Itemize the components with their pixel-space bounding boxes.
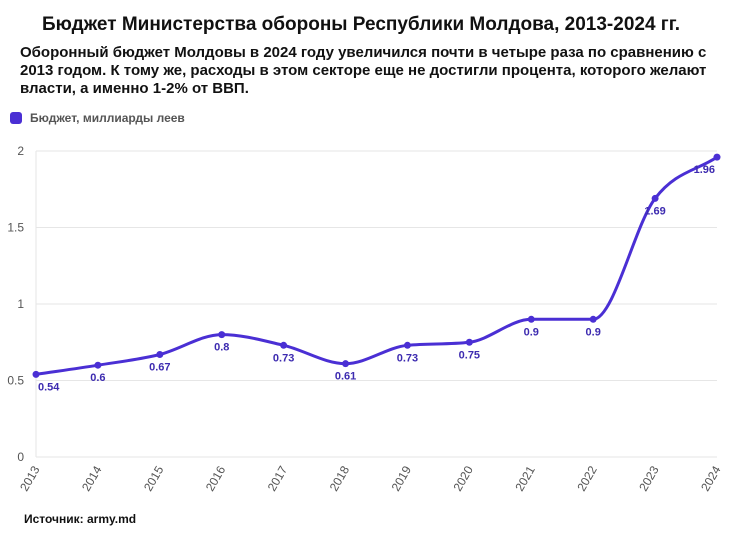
data-point [342,360,350,368]
x-tick-label: 2013 [17,463,43,493]
data-point [156,350,164,358]
data-point [403,341,411,349]
data-label: 1.96 [694,164,715,176]
data-point [32,370,40,378]
data-label: 0.6 [90,372,105,384]
data-label: 0.54 [38,381,60,393]
x-tick-label: 2017 [265,463,291,493]
y-tick-label: 2 [17,144,24,158]
data-point [713,153,721,161]
y-tick-label: 0 [17,450,24,464]
x-tick-label: 2023 [636,463,662,493]
chart-title: Бюджет Министерства обороны Республики М… [42,14,681,35]
data-label: 0.73 [397,352,418,364]
source-note: Источник: army.md [24,512,137,526]
data-label: 0.9 [524,326,539,338]
legend-swatch [10,112,22,124]
data-label: 1.69 [644,205,665,217]
data-point [651,194,659,202]
y-tick-label: 1 [17,297,24,311]
data-point [218,331,226,339]
data-label: 0.8 [214,342,229,354]
x-tick-label: 2014 [79,463,105,493]
data-label: 0.73 [273,352,294,364]
data-point [527,315,535,323]
data-point [589,315,597,323]
y-tick-label: 1.5 [7,221,24,235]
x-tick-label: 2020 [450,463,476,493]
data-label: 0.9 [586,326,601,338]
data-point [465,338,473,346]
data-label: 0.61 [335,371,356,383]
x-tick-label: 2024 [698,463,724,493]
data-point [94,361,102,369]
legend-label: Бюджет, миллиарды леев [30,111,185,125]
legend: Бюджет, миллиарды леев [10,111,185,125]
data-label: 0.75 [459,349,480,361]
x-tick-label: 2022 [574,463,600,493]
x-tick-label: 2015 [141,463,167,493]
x-tick-label: 2021 [512,463,538,493]
chart-subtitle: Оборонный бюджет Молдовы в 2024 году уве… [20,44,707,97]
y-tick-label: 0.5 [7,374,24,388]
x-tick-label: 2018 [327,463,353,493]
series-line [34,155,719,376]
data-label: 0.67 [149,361,170,373]
x-tick-label: 2019 [389,463,415,493]
data-point [280,341,288,349]
x-tick-label: 2016 [203,463,229,493]
